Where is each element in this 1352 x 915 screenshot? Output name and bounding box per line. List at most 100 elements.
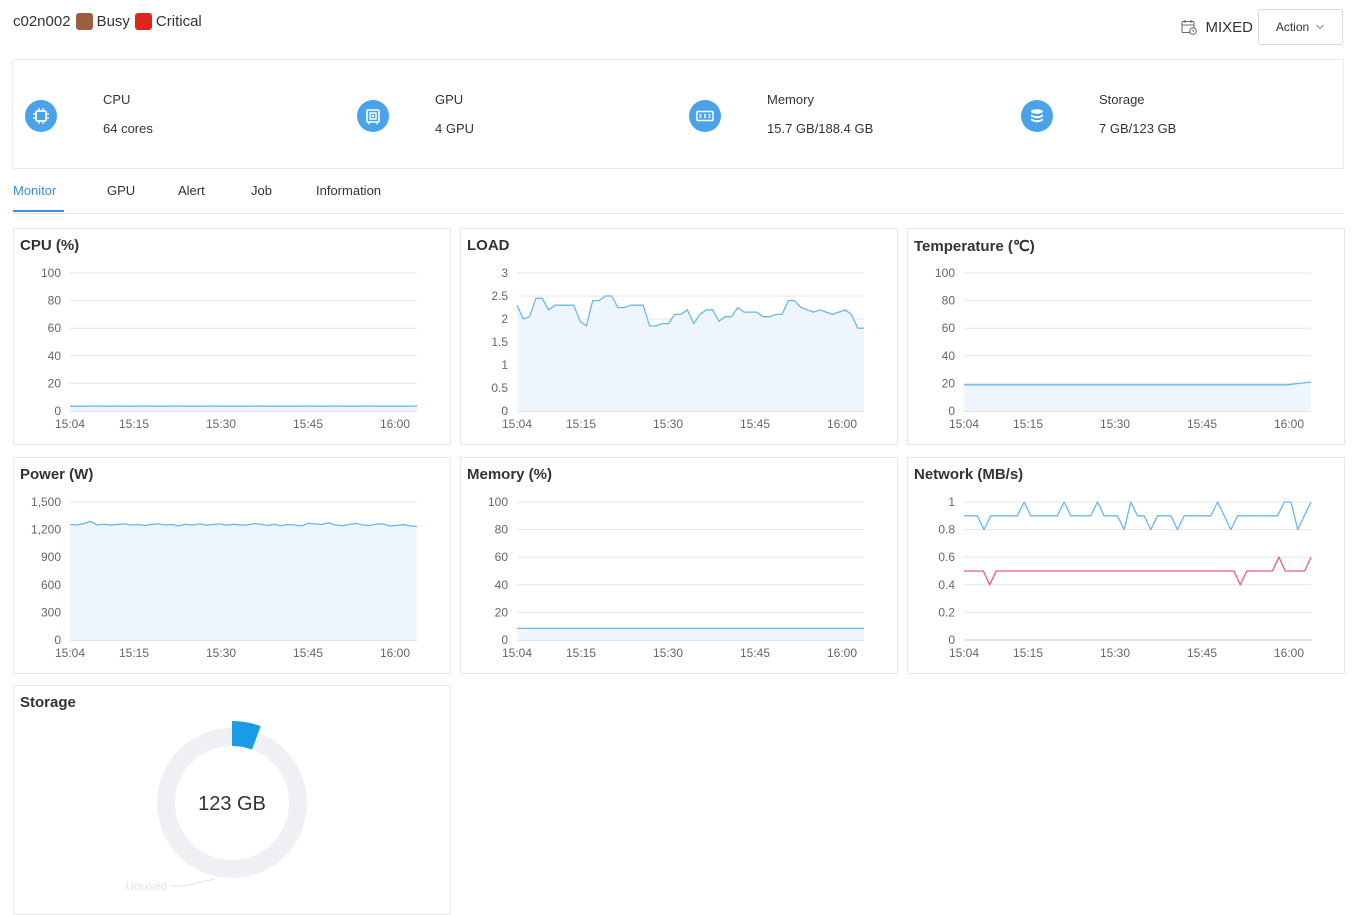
- x-tick-label: 15:15: [1013, 417, 1043, 431]
- series-area: [517, 296, 864, 411]
- x-tick-label: 15:45: [740, 646, 770, 660]
- node-state: MIXED: [1205, 19, 1253, 36]
- node-name: c02n002: [13, 13, 71, 30]
- series-line: [964, 502, 1311, 530]
- x-tick-label: 15:04: [949, 646, 979, 660]
- y-tick-label: 60: [942, 321, 956, 335]
- active-tab-indicator: [13, 210, 64, 212]
- y-tick-label: 80: [48, 294, 62, 308]
- y-tick-label: 0.8: [938, 523, 955, 537]
- x-tick-label: 15:30: [653, 417, 683, 431]
- y-tick-label: 0: [948, 404, 955, 418]
- x-tick-label: 15:15: [566, 646, 596, 660]
- memory-label: Memory: [767, 92, 814, 107]
- tab-bar: Monitor GPU Alert Job Information: [13, 180, 1344, 214]
- x-tick-label: 15:15: [566, 417, 596, 431]
- y-tick-label: 60: [48, 321, 62, 335]
- x-tick-label: 15:04: [55, 417, 85, 431]
- temperature-chart-title: Temperature (℃): [914, 237, 1035, 255]
- y-tick-label: 600: [41, 578, 61, 592]
- y-tick-label: 1,200: [31, 523, 61, 537]
- storage-icon: [1021, 100, 1053, 132]
- x-tick-label: 15:45: [293, 417, 323, 431]
- x-tick-label: 16:00: [1274, 417, 1304, 431]
- gpu-value: 4 GPU: [435, 121, 474, 136]
- y-tick-label: 40: [48, 349, 62, 363]
- chevron-down-icon: [1315, 22, 1325, 32]
- x-tick-label: 15:04: [55, 646, 85, 660]
- x-tick-label: 16:00: [380, 646, 410, 660]
- x-tick-label: 15:04: [502, 417, 532, 431]
- x-tick-label: 15:04: [502, 646, 532, 660]
- y-tick-label: 0: [54, 633, 61, 647]
- y-tick-label: 0: [501, 633, 508, 647]
- tab-job[interactable]: Job: [251, 183, 272, 198]
- gpu-icon: [357, 100, 389, 132]
- y-tick-label: 20: [942, 376, 956, 390]
- busy-status-label: Busy: [97, 13, 130, 30]
- y-tick-label: 0.4: [938, 578, 955, 592]
- unused-slice-label: Unused: [126, 879, 167, 893]
- network-chart-title: Network (MB/s): [914, 466, 1023, 483]
- series-line: [964, 557, 1311, 585]
- storage-label: Storage: [1099, 92, 1145, 107]
- tab-alert[interactable]: Alert: [178, 183, 205, 198]
- series-area: [517, 628, 864, 640]
- x-tick-label: 15:15: [119, 646, 149, 660]
- memory-icon: [689, 100, 721, 132]
- cpu-chart-title: CPU (%): [20, 237, 79, 254]
- cpu-label: CPU: [103, 92, 130, 107]
- x-tick-label: 15:30: [1100, 417, 1130, 431]
- y-tick-label: 0.5: [491, 381, 508, 395]
- x-tick-label: 15:04: [949, 417, 979, 431]
- y-tick-label: 40: [495, 578, 509, 592]
- y-tick-label: 1,500: [31, 495, 61, 509]
- x-tick-label: 16:00: [827, 417, 857, 431]
- y-tick-label: 0: [54, 404, 61, 418]
- y-tick-label: 2: [501, 312, 508, 326]
- y-tick-label: 40: [942, 349, 956, 363]
- cpu-icon: [25, 100, 57, 132]
- tab-monitor[interactable]: Monitor: [13, 183, 56, 198]
- load-chart-title: LOAD: [467, 237, 510, 254]
- x-tick-label: 15:45: [1187, 417, 1217, 431]
- y-tick-label: 60: [495, 550, 509, 564]
- y-tick-label: 0: [948, 633, 955, 647]
- x-tick-label: 15:15: [119, 417, 149, 431]
- y-tick-label: 1.5: [491, 335, 508, 349]
- x-tick-label: 15:30: [206, 417, 236, 431]
- action-label: Action: [1276, 20, 1309, 34]
- y-tick-label: 2.5: [491, 289, 508, 303]
- x-tick-label: 16:00: [1274, 646, 1304, 660]
- y-tick-label: 20: [48, 376, 62, 390]
- x-tick-label: 15:30: [1100, 646, 1130, 660]
- x-tick-label: 16:00: [380, 417, 410, 431]
- action-dropdown-button[interactable]: Action: [1258, 9, 1343, 45]
- y-tick-label: 0.2: [938, 605, 955, 619]
- x-tick-label: 15:30: [206, 646, 236, 660]
- y-tick-label: 80: [495, 523, 509, 537]
- busy-status-swatch: [76, 13, 93, 30]
- tab-gpu[interactable]: GPU: [107, 183, 135, 198]
- series-area: [964, 382, 1311, 411]
- x-tick-label: 16:00: [827, 646, 857, 660]
- cpu-value: 64 cores: [103, 121, 153, 136]
- tab-information[interactable]: Information: [316, 183, 381, 198]
- unused-leader-line: [170, 879, 215, 886]
- resource-summary: CPU 64 cores GPU 4 GPU Memory: [12, 59, 1344, 169]
- critical-status-label: Critical: [156, 13, 202, 30]
- x-tick-label: 15:30: [653, 646, 683, 660]
- y-tick-label: 100: [488, 495, 508, 509]
- series-area: [70, 521, 417, 640]
- storage-value: 7 GB/123 GB: [1099, 121, 1176, 136]
- x-tick-label: 15:45: [1187, 646, 1217, 660]
